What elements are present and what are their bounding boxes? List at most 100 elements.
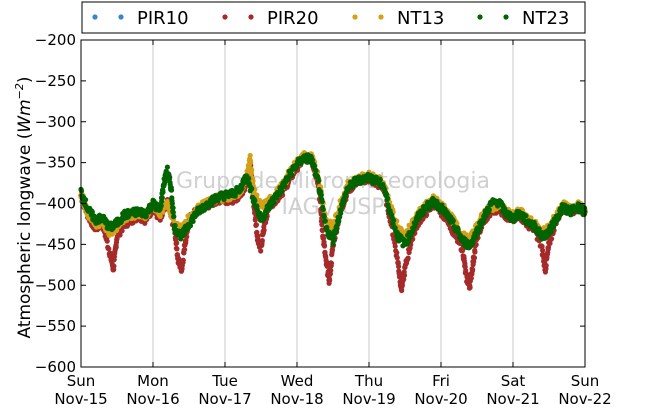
data-point [259,238,265,244]
data-point [399,282,405,288]
data-point [174,240,180,246]
data-point [232,193,238,199]
x-tick-label-date: Nov-18 [270,390,323,408]
x-tick-label-day: Tue [211,372,238,390]
data-point [252,198,258,204]
axes: SunNov-15MonNov-16TueNov-17WedNov-18ThuN… [35,31,612,408]
y-axis-label-close: ) [15,76,35,83]
data-point [271,200,277,206]
data-point [334,227,340,233]
x-tick-label-day: Wed [281,372,314,390]
data-point [338,207,344,213]
y-tick-label: −300 [35,113,76,131]
data-point [321,243,328,249]
data-point [180,257,186,263]
data-point [167,174,173,180]
legend-marker [352,14,358,20]
data-point [502,206,508,212]
x-tick-label-day: Sat [501,372,526,390]
data-point [473,234,479,240]
legend-marker [222,14,228,20]
data-point [106,246,112,252]
data-point [328,260,335,266]
data-point [89,209,95,215]
data-point [321,213,327,220]
legend-frame [81,1,586,34]
data-points [78,150,588,294]
data-point [523,213,529,219]
data-point [253,222,259,228]
data-point [470,267,476,273]
data-point [119,228,125,234]
y-axis-label-unit: Wm [15,99,35,132]
data-point [108,250,114,257]
data-point [171,213,177,220]
data-point [472,249,478,255]
data-point [165,201,171,207]
data-point [289,172,295,178]
data-point [157,213,163,219]
data-point [261,227,267,233]
data-point [313,168,319,174]
data-point [558,210,564,216]
legend-marker [92,14,98,20]
series-nt23 [78,152,588,251]
data-point [254,203,260,209]
data-point [239,186,245,192]
data-point [428,204,434,210]
legend-label-pir10: PIR10 [137,8,189,29]
data-point [331,236,337,242]
data-point [249,186,255,192]
y-tick-label: −600 [35,358,76,376]
x-tick-label-date: Nov-20 [414,390,467,408]
data-point [160,189,166,195]
data-point [549,236,555,242]
data-point [282,183,288,189]
y-tick-label: −200 [35,31,76,49]
data-point [83,197,89,203]
x-tick-label-date: Nov-19 [342,390,395,408]
data-point [255,233,261,239]
data-point [399,287,405,294]
data-point [383,191,390,197]
data-point [318,192,324,198]
y-tick-label: −550 [35,317,76,335]
data-point [384,195,391,201]
x-tick-label-day: Fri [432,372,450,390]
data-point [468,275,474,281]
data-point [392,243,398,249]
data-point [311,163,318,169]
data-point [170,209,176,215]
data-point [319,222,325,228]
x-tick-label-date: Nov-15 [54,390,107,408]
legend-marker [378,14,384,20]
data-point [190,218,196,224]
data-point [328,267,334,273]
data-point [309,157,315,163]
data-point [249,167,255,173]
data-point [450,218,456,224]
legend-marker [248,14,254,20]
data-point [322,218,328,224]
data-point [172,222,178,229]
data-point [540,247,546,253]
data-point [174,246,180,252]
data-point [320,206,326,212]
data-point [248,159,254,166]
data-point [258,248,264,254]
y-tick-label: −500 [35,276,76,294]
data-point [536,226,542,232]
data-point [401,276,407,282]
watermark-line-1: Grupo de Micrometeorologia [176,169,490,194]
data-point [476,228,482,234]
data-point [159,195,165,201]
data-point [247,152,253,159]
data-point [170,205,176,211]
data-point [398,227,404,233]
y-tick-label: −350 [35,154,76,172]
data-point [262,214,268,220]
data-point [394,255,400,261]
x-tick-label-date: Nov-16 [126,390,179,408]
data-point [113,244,119,250]
